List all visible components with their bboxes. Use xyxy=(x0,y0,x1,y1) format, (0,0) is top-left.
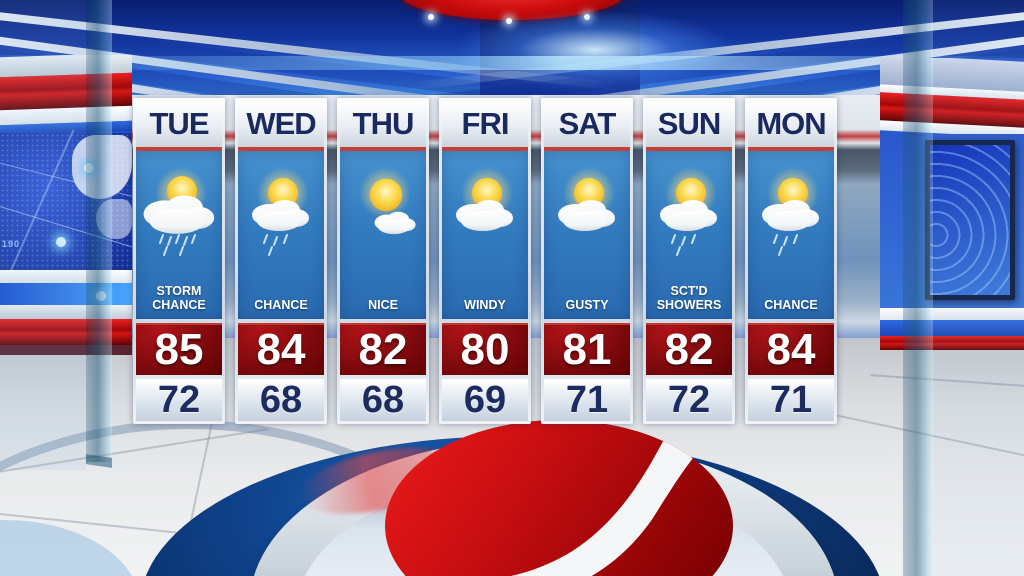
condition-label: CHANCE xyxy=(254,298,308,312)
forecast-day-column: TUE xyxy=(133,98,225,424)
high-temp: 84 xyxy=(238,323,324,375)
high-temp: 82 xyxy=(340,323,426,375)
condition-label: STORM CHANCE xyxy=(152,284,206,312)
high-temp: 81 xyxy=(544,323,630,375)
forecast-day-column: MON xyxy=(745,98,837,424)
condition-label: SCT'D SHOWERS xyxy=(656,284,722,312)
condition-label: WINDY xyxy=(464,298,506,312)
glass-pane-far-left xyxy=(0,0,86,470)
high-temp: 85 xyxy=(136,323,222,375)
sun-cloud-icon xyxy=(442,163,528,259)
low-temp: 72 xyxy=(646,379,732,421)
sun-rain-cloud-icon xyxy=(238,163,324,259)
station-seven-logo xyxy=(385,420,733,576)
header-divider xyxy=(544,147,630,151)
day-label: TUE xyxy=(136,101,222,147)
header-divider xyxy=(238,147,324,151)
day-label: FRI xyxy=(442,101,528,147)
sun-rain-cloud-icon xyxy=(646,163,732,259)
logo-swoosh xyxy=(431,430,703,576)
condition-label: CHANCE xyxy=(764,298,818,312)
header-divider xyxy=(748,147,834,151)
logo-swoosh-shape xyxy=(431,430,703,576)
sky-cell: GUSTY xyxy=(544,151,630,319)
low-temp: 71 xyxy=(748,379,834,421)
day-label: THU xyxy=(340,101,426,147)
seven-day-forecast-panel: TUE xyxy=(133,98,837,424)
glass-pane-right xyxy=(903,0,933,576)
high-temp: 80 xyxy=(442,323,528,375)
glass-pane-far-right xyxy=(933,0,1024,576)
sun-cloud-icon xyxy=(544,163,630,259)
condition-label: GUSTY xyxy=(565,298,609,312)
low-temp: 69 xyxy=(442,379,528,421)
map-label: 190 xyxy=(2,239,21,249)
sky-cell: NICE xyxy=(340,151,426,319)
ceiling-light xyxy=(428,14,434,20)
day-label: MON xyxy=(748,101,834,147)
sun-rain-cloud-icon xyxy=(136,163,222,259)
forecast-day-column: WED xyxy=(235,98,327,424)
glass-pane-left xyxy=(86,0,112,462)
map-flare xyxy=(56,237,66,247)
low-temp: 71 xyxy=(544,379,630,421)
forecast-day-column: THU NICE xyxy=(337,98,429,424)
sky-cell: STORM CHANCE xyxy=(136,151,222,319)
forecast-day-column: SUN xyxy=(643,98,735,424)
sky-cell: WINDY xyxy=(442,151,528,319)
header-divider xyxy=(442,147,528,151)
light-streak xyxy=(0,56,1024,70)
studio-ceiling xyxy=(0,0,1024,169)
sky-cell: CHANCE xyxy=(238,151,324,319)
forecast-day-column: SAT GUSTY xyxy=(541,98,633,424)
light-flare xyxy=(455,10,735,90)
sun-small-cloud-icon xyxy=(340,163,426,259)
monitor-screen-graphics xyxy=(930,145,1010,295)
high-temp: 84 xyxy=(748,323,834,375)
sky-cell: SCT'D SHOWERS xyxy=(646,151,732,319)
high-temp: 82 xyxy=(646,323,732,375)
low-temp: 68 xyxy=(340,379,426,421)
day-label: WED xyxy=(238,101,324,147)
sky-cell: CHANCE xyxy=(748,151,834,319)
condition-label: NICE xyxy=(368,298,398,312)
low-temp: 68 xyxy=(238,379,324,421)
forecast-day-column: FRI WINDY xyxy=(439,98,531,424)
sun-rain-cloud-icon xyxy=(748,163,834,259)
day-label: SUN xyxy=(646,101,732,147)
header-divider xyxy=(340,147,426,151)
low-temp: 72 xyxy=(136,379,222,421)
header-divider xyxy=(136,147,222,151)
day-label: SAT xyxy=(544,101,630,147)
header-divider xyxy=(646,147,732,151)
wall-stripe xyxy=(0,345,132,355)
